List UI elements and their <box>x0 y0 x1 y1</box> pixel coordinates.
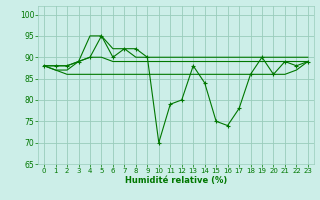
X-axis label: Humidité relative (%): Humidité relative (%) <box>125 176 227 185</box>
